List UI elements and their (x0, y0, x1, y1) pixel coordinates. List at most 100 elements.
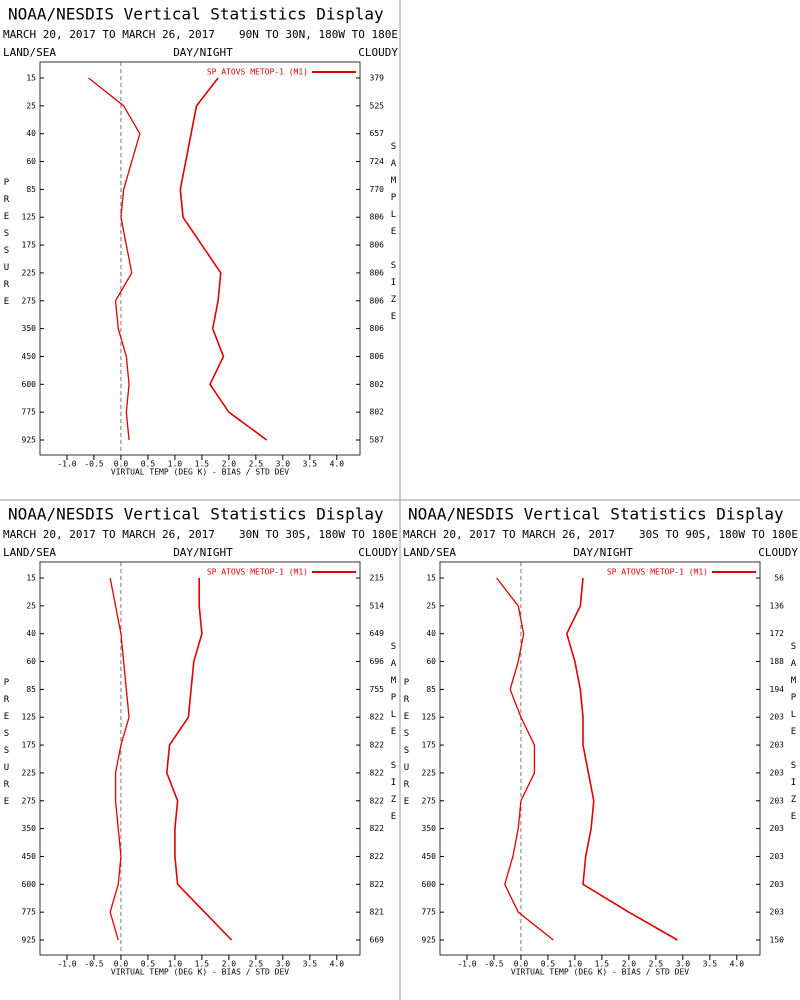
y-tick-label: 85 (26, 685, 36, 694)
date-range: MARCH 20, 2017 TO MARCH 26, 2017 (3, 28, 215, 41)
x-tick-label: 0.0 (114, 460, 129, 469)
y-tick-label: 25 (426, 601, 436, 610)
plot-frame (39, 61, 361, 456)
legend-label: SP ATOVS METOP-1 (M1) (207, 568, 308, 577)
x-tick-label: 3.5 (303, 960, 318, 969)
sample-size: 770 (370, 185, 385, 194)
x-tick-label: 2.0 (222, 960, 237, 969)
y-tick-label: 40 (426, 629, 436, 638)
x-tick-label: 1.5 (195, 960, 210, 969)
y-tick-label: 125 (422, 713, 437, 722)
x-tick-label: 3.0 (276, 960, 291, 969)
land-sea: LAND/SEA (403, 546, 456, 559)
day-night: DAY/NIGHT (173, 46, 233, 59)
x-tick-label: 0.5 (541, 960, 556, 969)
bias-line (109, 577, 130, 941)
x-tick-label: 1.5 (595, 960, 610, 969)
y-tick-label: 450 (22, 352, 37, 361)
std-dev-line (165, 578, 233, 941)
sample-size: 514 (370, 601, 385, 610)
date-range: MARCH 20, 2017 TO MARCH 26, 2017 (403, 528, 615, 541)
x-tick-label: 2.0 (222, 460, 237, 469)
day-night: DAY/NIGHT (573, 546, 633, 559)
x-tick-label: 0.0 (514, 960, 529, 969)
y-tick-label: 600 (22, 880, 37, 889)
y-tick-label: 925 (22, 936, 37, 945)
x-tick-label: -0.5 (84, 960, 103, 969)
y-tick-label: 125 (22, 713, 37, 722)
y-tick-label: 775 (422, 908, 437, 917)
x-tick-label: 4.0 (330, 460, 345, 469)
sample-size: 806 (370, 213, 385, 222)
x-tick-label: -0.5 (484, 960, 503, 969)
sample-size: 669 (370, 936, 385, 945)
sample-size: 822 (370, 852, 385, 861)
y2-axis-label: SAMPLE SIZE (389, 642, 399, 829)
y-tick-label: 25 (26, 601, 36, 610)
y-tick-label: 25 (26, 101, 36, 110)
x-tick-label: 4.0 (730, 960, 745, 969)
y-tick-label: 125 (22, 213, 37, 222)
x-tick-label: 3.5 (703, 960, 718, 969)
y-tick-label: 600 (422, 880, 437, 889)
x-tick-label: 4.0 (330, 960, 345, 969)
y-tick-label: 225 (22, 268, 37, 277)
x-tick-label: 1.0 (168, 960, 183, 969)
sample-size: 203 (770, 908, 785, 917)
sample-size: 203 (770, 768, 785, 777)
plot-frame (39, 561, 361, 956)
region: 30N TO 30S, 180W TO 180E (239, 528, 398, 541)
sample-size: 194 (770, 685, 785, 694)
sample-size: 822 (370, 796, 385, 805)
y-tick-label: 15 (426, 574, 436, 583)
x-tick-label: 1.5 (195, 460, 210, 469)
region: 90N TO 30N, 180W TO 180E (239, 28, 398, 41)
y-tick-label: 40 (26, 129, 36, 138)
y-tick-label: 60 (26, 657, 36, 666)
x-tick-label: -1.0 (457, 960, 476, 969)
x-tick-label: 2.5 (249, 460, 264, 469)
y-tick-label: 225 (422, 768, 437, 777)
y-tick-label: 60 (426, 657, 436, 666)
y-tick-label: 15 (26, 574, 36, 583)
y-tick-label: 925 (22, 436, 37, 445)
y-tick-label: 40 (26, 629, 36, 638)
sample-size: 150 (770, 936, 785, 945)
sample-size: 802 (370, 408, 385, 417)
sample-size: 822 (370, 768, 385, 777)
y-tick-label: 60 (26, 157, 36, 166)
sample-size: 203 (770, 880, 785, 889)
y-axis-label: PRESSURE (2, 178, 12, 314)
sample-size: 806 (370, 241, 385, 250)
x-tick-label: -0.5 (84, 460, 103, 469)
std-dev-line (179, 77, 268, 441)
cloudy: CLOUDY (758, 546, 798, 559)
sample-size: 203 (770, 824, 785, 833)
sample-size: 806 (370, 324, 385, 333)
y-tick-label: 450 (422, 852, 437, 861)
sample-size: 587 (370, 436, 385, 445)
sample-size: 172 (770, 629, 785, 638)
sample-size: 822 (370, 713, 385, 722)
x-tick-label: 2.5 (649, 960, 664, 969)
x-tick-label: 0.5 (141, 960, 156, 969)
x-axis-label: VIRTUAL TEMP (DEG K) - BIAS / STD DEV (511, 968, 689, 977)
x-tick-label: 3.5 (303, 460, 318, 469)
y-tick-label: 350 (22, 324, 37, 333)
sample-size: 802 (370, 380, 385, 389)
x-tick-label: 2.5 (249, 960, 264, 969)
y-tick-label: 275 (422, 796, 437, 805)
x-tick-label: 2.0 (622, 960, 637, 969)
sample-size: 56 (774, 574, 784, 583)
y-tick-label: 225 (22, 768, 37, 777)
y-tick-label: 450 (22, 852, 37, 861)
y-tick-label: 15 (26, 74, 36, 83)
sample-size: 379 (370, 74, 385, 83)
sample-size: 203 (770, 713, 785, 722)
bias-line (496, 577, 554, 941)
sample-size: 822 (370, 824, 385, 833)
cloudy: CLOUDY (358, 546, 398, 559)
x-tick-label: 3.0 (276, 460, 291, 469)
region: 30S TO 90S, 180W TO 180E (639, 528, 798, 541)
